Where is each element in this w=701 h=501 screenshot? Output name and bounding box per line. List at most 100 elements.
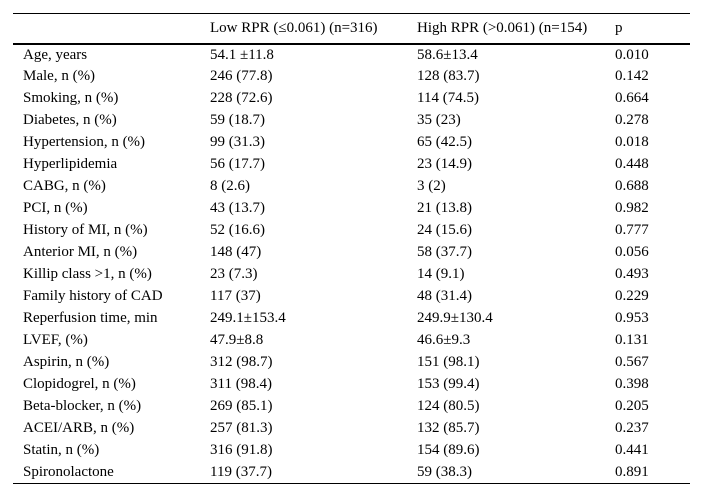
low-rpr-value-cell: 148 (47) bbox=[210, 244, 262, 260]
table-row: LVEF, (%) 47.9±8.8 46.6±9.3 0.131 bbox=[13, 330, 690, 352]
p-value-cell: 0.777 bbox=[615, 222, 649, 238]
row-label-cell: Anterior MI, n (%) bbox=[23, 244, 138, 260]
p-value-cell: 0.229 bbox=[615, 288, 649, 304]
high-rpr-value-cell: 65 (42.5) bbox=[417, 134, 472, 150]
low-rpr-value-cell: 269 (85.1) bbox=[210, 398, 273, 414]
row-label-cell: Hyperlipidemia bbox=[23, 156, 118, 172]
table-row: Spironolactone 119 (37.7) 59 (38.3) 0.891 bbox=[13, 462, 690, 484]
p-value-cell: 0.237 bbox=[615, 420, 649, 436]
table-row: Killip class >1, n (%) 23 (7.3) 14 (9.1) 0.… bbox=[13, 264, 690, 286]
high-rpr-value-cell: 21 (13.8) bbox=[417, 200, 472, 216]
low-rpr-value-cell: 249.1±153.4 bbox=[210, 310, 286, 326]
table-row: Reperfusion time, min 249.1±153.4 249.9±13… bbox=[13, 308, 690, 330]
p-value-cell: 0.982 bbox=[615, 200, 649, 216]
row-label-cell: Age, years bbox=[23, 46, 88, 63]
p-value-cell: 0.664 bbox=[615, 90, 649, 106]
low-rpr-value-cell: 228 (72.6) bbox=[210, 90, 273, 106]
table-row: CABG, n (%) 8 (2.6) 3 (2) 0.688 bbox=[13, 176, 690, 198]
low-rpr-value-cell: 311 (98.4) bbox=[210, 376, 272, 392]
row-label-cell: Family history of CAD bbox=[23, 288, 163, 304]
low-rpr-value-cell: 8 (2.6) bbox=[210, 178, 250, 194]
low-rpr-value-cell: 56 (17.7) bbox=[210, 156, 265, 172]
row-label-cell: Clopidogrel, n (%) bbox=[23, 376, 136, 392]
table-header-row: Low RPR (≤0.061) (n=316) High RPR (>0.06… bbox=[13, 13, 690, 45]
p-value-cell: 0.953 bbox=[615, 310, 649, 326]
p-value-cell: 0.688 bbox=[615, 178, 649, 194]
row-label-cell: Diabetes, n (%) bbox=[23, 112, 117, 128]
high-rpr-value-cell: 46.6±9.3 bbox=[417, 332, 471, 348]
high-rpr-value-cell: 249.9±130.4 bbox=[417, 310, 493, 326]
p-value-cell: 0.142 bbox=[615, 68, 649, 84]
p-value-cell: 0.567 bbox=[615, 354, 649, 370]
high-rpr-value-cell: 132 (85.7) bbox=[417, 420, 480, 436]
row-label-cell: Hypertension, n (%) bbox=[23, 134, 146, 150]
p-value-cell: 0.493 bbox=[615, 266, 649, 282]
low-rpr-value-cell: 23 (7.3) bbox=[210, 266, 258, 282]
low-rpr-value-cell: 312 (98.7) bbox=[210, 354, 273, 370]
high-rpr-value-cell: 23 (14.9) bbox=[417, 156, 472, 172]
low-rpr-value-cell: 59 (18.7) bbox=[210, 112, 265, 128]
row-label-cell: History of MI, n (%) bbox=[23, 222, 148, 238]
p-value-cell: 0.131 bbox=[615, 332, 649, 348]
row-label-cell: Beta-blocker, n (%) bbox=[23, 398, 142, 414]
header-cell-empty bbox=[13, 13, 210, 45]
high-rpr-value-cell: 48 (31.4) bbox=[417, 288, 472, 304]
table-row: History of MI, n (%) 52 (16.6) 24 (15.6) 0.… bbox=[13, 220, 690, 242]
table-row: Male, n (%) 246 (77.8) 128 (83.7) 0.142 bbox=[13, 66, 690, 88]
header-cell-low-rpr: Low RPR (≤0.061) (n=316) bbox=[210, 13, 417, 45]
table-header: Low RPR (≤0.061) (n=316) High RPR (>0.06… bbox=[13, 13, 690, 45]
p-value-cell: 0.205 bbox=[615, 398, 649, 414]
row-label-cell: ACEI/ARB, n (%) bbox=[23, 420, 135, 436]
low-rpr-value-cell: 117 (37) bbox=[210, 288, 261, 304]
row-label-cell: Male, n (%) bbox=[23, 68, 96, 84]
table-row: ACEI/ARB, n (%) 257 (81.3) 132 (85.7) 0.237 bbox=[13, 418, 690, 440]
table-body: Age, years 54.1 ±11.8 58.6±13.4 0.010 Male, … bbox=[13, 44, 690, 484]
baseline-characteristics-table-wrap: Low RPR (≤0.061) (n=316) High RPR (>0.06… bbox=[13, 13, 690, 484]
low-rpr-value-cell: 47.9±8.8 bbox=[210, 332, 264, 348]
high-rpr-value-cell: 58.6±13.4 bbox=[417, 46, 478, 63]
row-label-cell: LVEF, (%) bbox=[23, 332, 88, 348]
high-rpr-value-cell: 124 (80.5) bbox=[417, 398, 480, 414]
table-row: Family history of CAD 117 (37) 48 (31.4) 0.… bbox=[13, 286, 690, 308]
high-rpr-value-cell: 151 (98.1) bbox=[417, 354, 480, 370]
low-rpr-value-cell: 54.1 ±11.8 bbox=[210, 46, 274, 63]
low-rpr-value-cell: 43 (13.7) bbox=[210, 200, 265, 216]
low-rpr-value-cell: 316 (91.8) bbox=[210, 442, 273, 458]
row-label-cell: Statin, n (%) bbox=[23, 442, 100, 458]
high-rpr-value-cell: 58 (37.7) bbox=[417, 244, 472, 260]
table-row: Clopidogrel, n (%) 311 (98.4) 153 (99.4) 0.… bbox=[13, 374, 690, 396]
low-rpr-value-cell: 99 (31.3) bbox=[210, 134, 265, 150]
high-rpr-value-cell: 114 (74.5) bbox=[417, 90, 479, 106]
high-rpr-value-cell: 128 (83.7) bbox=[417, 68, 480, 84]
table-row: Anterior MI, n (%) 148 (47) 58 (37.7) 0.056 bbox=[13, 242, 690, 264]
header-cell-high-rpr: High RPR (>0.061) (n=154) bbox=[417, 13, 615, 45]
row-label-cell: Smoking, n (%) bbox=[23, 90, 119, 106]
high-rpr-value-cell: 154 (89.6) bbox=[417, 442, 480, 458]
row-label-cell: Aspirin, n (%) bbox=[23, 354, 110, 370]
table-row: Hyperlipidemia 56 (17.7) 23 (14.9) 0.448 bbox=[13, 154, 690, 176]
p-value-cell: 0.056 bbox=[615, 244, 649, 260]
low-rpr-value-cell: 119 (37.7) bbox=[210, 463, 272, 480]
table-row: Smoking, n (%) 228 (72.6) 114 (74.5) 0.664 bbox=[13, 88, 690, 110]
baseline-characteristics-table: Low RPR (≤0.061) (n=316) High RPR (>0.06… bbox=[13, 13, 690, 484]
p-value-cell: 0.891 bbox=[615, 463, 649, 480]
high-rpr-value-cell: 14 (9.1) bbox=[417, 266, 465, 282]
low-rpr-value-cell: 52 (16.6) bbox=[210, 222, 265, 238]
p-value-cell: 0.010 bbox=[615, 46, 649, 63]
table-row: Statin, n (%) 316 (91.8) 154 (89.6) 0.441 bbox=[13, 440, 690, 462]
table-row: Diabetes, n (%) 59 (18.7) 35 (23) 0.278 bbox=[13, 110, 690, 132]
row-label-cell: Killip class >1, n (%) bbox=[23, 266, 152, 282]
high-rpr-value-cell: 153 (99.4) bbox=[417, 376, 480, 392]
p-value-cell: 0.018 bbox=[615, 134, 649, 150]
low-rpr-value-cell: 246 (77.8) bbox=[210, 68, 273, 84]
p-value-cell: 0.278 bbox=[615, 112, 649, 128]
p-value-cell: 0.398 bbox=[615, 376, 649, 392]
row-label-cell: PCI, n (%) bbox=[23, 200, 88, 216]
high-rpr-value-cell: 35 (23) bbox=[417, 112, 461, 128]
table-row: Hypertension, n (%) 99 (31.3) 65 (42.5) 0.0… bbox=[13, 132, 690, 154]
row-label-cell: Spironolactone bbox=[23, 463, 114, 480]
row-label-cell: CABG, n (%) bbox=[23, 178, 106, 194]
p-value-cell: 0.441 bbox=[615, 442, 649, 458]
header-cell-p-value: p bbox=[615, 13, 690, 45]
row-label-cell: Reperfusion time, min bbox=[23, 310, 158, 326]
